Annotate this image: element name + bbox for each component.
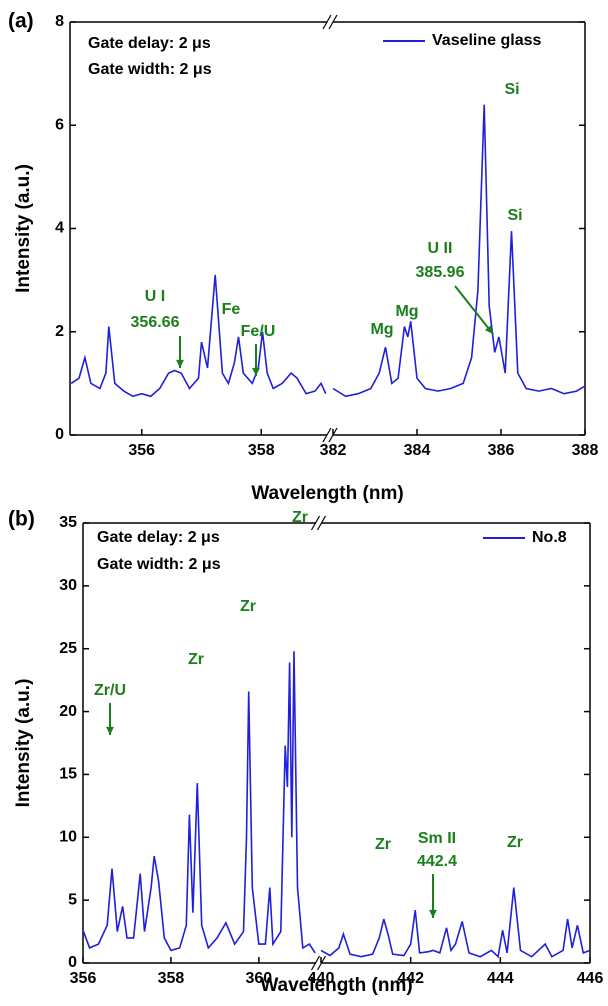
axis-break <box>310 515 321 531</box>
y-tick-label: 20 <box>59 703 77 720</box>
x-tick-label: 446 <box>577 970 604 987</box>
arrow-head <box>484 325 493 334</box>
x-axis-title: Wavelength (nm) <box>251 483 403 504</box>
annotation: U II <box>428 240 453 257</box>
axis-break <box>316 515 327 531</box>
axis-break <box>322 427 332 443</box>
y-axis-title: Intensity (a.u.) <box>13 164 34 293</box>
annotation: Fe <box>222 301 241 318</box>
y-tick-label: 0 <box>55 426 64 443</box>
spectrum-line <box>332 104 586 398</box>
panel-label: (b) <box>8 508 35 531</box>
axis-break <box>328 14 338 30</box>
annotation: Zr <box>188 651 204 668</box>
x-tick-label: 382 <box>320 442 347 459</box>
y-axis-title: Intensity (a.u.) <box>13 679 34 808</box>
y-tick-label: 35 <box>59 514 77 531</box>
axis-break <box>310 955 321 971</box>
arrow-head <box>106 726 114 735</box>
x-tick-label: 386 <box>488 442 515 459</box>
y-tick-label: 15 <box>59 766 77 783</box>
y-tick-label: 10 <box>59 829 77 846</box>
annotation: Zr/U <box>94 682 126 699</box>
annotation: Zr <box>375 836 391 853</box>
x-tick-label: 442 <box>397 970 424 987</box>
panel-label: (a) <box>8 10 34 33</box>
annotation: Zr <box>240 598 256 615</box>
y-tick-label: 30 <box>59 577 77 594</box>
arrow-head <box>252 367 260 376</box>
annotation: Gate delay: 2 μs <box>88 35 211 52</box>
x-tick-label: 356 <box>128 442 155 459</box>
annotation: Zr <box>292 509 308 526</box>
axis-break <box>322 14 332 30</box>
arrow-head <box>429 909 437 918</box>
x-axis-title: Wavelength (nm) <box>260 975 412 996</box>
annotation: U I <box>145 288 165 305</box>
annotation: 442.4 <box>417 853 457 870</box>
annotation: Zr <box>507 834 523 851</box>
arrow-head <box>176 359 184 368</box>
x-tick-label: 388 <box>572 442 599 459</box>
arrow-shaft <box>454 285 494 335</box>
x-tick-label: 358 <box>158 970 185 987</box>
x-tick-label: 384 <box>404 442 431 459</box>
x-tick-label: 444 <box>487 970 514 987</box>
annotation: Mg <box>395 303 418 320</box>
annotation: Sm II <box>418 830 456 847</box>
y-tick-label: 2 <box>55 323 64 340</box>
annotation: Gate delay: 2 μs <box>97 529 220 546</box>
annotation: 385.96 <box>416 264 465 281</box>
annotation: Gate width: 2 μs <box>97 556 221 573</box>
annotation: 356.66 <box>131 314 180 331</box>
x-tick-label: 360 <box>245 970 272 987</box>
x-tick-label: 358 <box>248 442 275 459</box>
y-tick-label: 0 <box>68 954 77 971</box>
x-tick-label: 440 <box>308 970 335 987</box>
y-tick-label: 25 <box>59 640 77 657</box>
annotation: Fe/U <box>241 323 276 340</box>
y-tick-label: 6 <box>55 116 64 133</box>
spectrum-line <box>320 887 591 959</box>
y-tick-label: 5 <box>68 891 77 908</box>
spectrum-line <box>82 651 316 954</box>
annotation: Si <box>507 207 522 224</box>
annotation: Gate width: 2 μs <box>88 61 212 78</box>
legend-label: Vaseline glass <box>432 32 542 49</box>
x-tick-label: 356 <box>70 970 97 987</box>
y-tick-label: 8 <box>55 13 64 30</box>
legend-label: No.8 <box>532 529 567 546</box>
y-tick-label: 4 <box>55 220 64 237</box>
annotation: Si <box>504 81 519 98</box>
annotation: Mg <box>370 321 393 338</box>
spectrum-line <box>70 274 327 398</box>
